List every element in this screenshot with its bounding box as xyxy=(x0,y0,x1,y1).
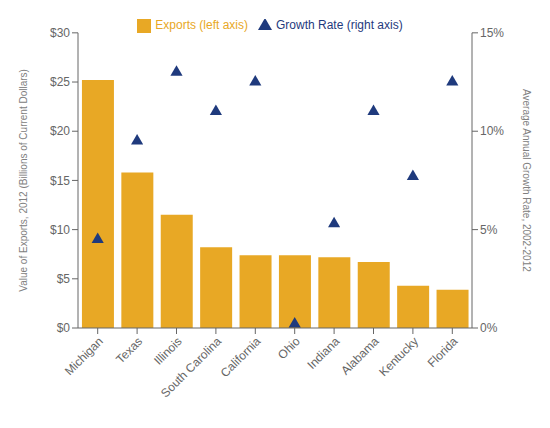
html-text:Exports (left axis): Exports (left axis) xyxy=(155,18,248,32)
svg-text:0%: 0% xyxy=(480,321,498,335)
svg-text:$0: $0 xyxy=(57,321,71,335)
svg-text:South Carolina: South Carolina xyxy=(158,334,224,400)
svg-text:10%: 10% xyxy=(480,124,504,138)
svg-text:Florida: Florida xyxy=(425,334,461,370)
svg-text:Value of Exports, 2012 (Billio: Value of Exports, 2012 (Billions of Curr… xyxy=(18,69,29,292)
svg-text:Kentucky: Kentucky xyxy=(376,334,421,379)
html-text:Growth Rate (right axis): Growth Rate (right axis) xyxy=(276,18,403,32)
svg-text:15%: 15% xyxy=(480,26,504,40)
svg-text:$10: $10 xyxy=(50,223,70,237)
svg-text:Ohio: Ohio xyxy=(275,334,303,362)
svg-text:Alabama: Alabama xyxy=(338,334,382,378)
svg-text:Illinois: Illinois xyxy=(151,334,184,367)
svg-text:$5: $5 xyxy=(57,272,71,286)
svg-text:$30: $30 xyxy=(50,26,70,40)
svg-text:$15: $15 xyxy=(50,174,70,188)
svg-text:$20: $20 xyxy=(50,124,70,138)
svg-text:Average Annual Growth Rate, 20: Average Annual Growth Rate, 2002-2012 xyxy=(521,89,532,272)
svg-text:Texas: Texas xyxy=(113,334,145,366)
svg-text:California: California xyxy=(218,334,264,380)
svg-text:Michigan: Michigan xyxy=(62,334,106,378)
svg-text:5%: 5% xyxy=(480,223,498,237)
svg-text:$25: $25 xyxy=(50,75,70,89)
svg-text:Indiana: Indiana xyxy=(305,334,343,372)
